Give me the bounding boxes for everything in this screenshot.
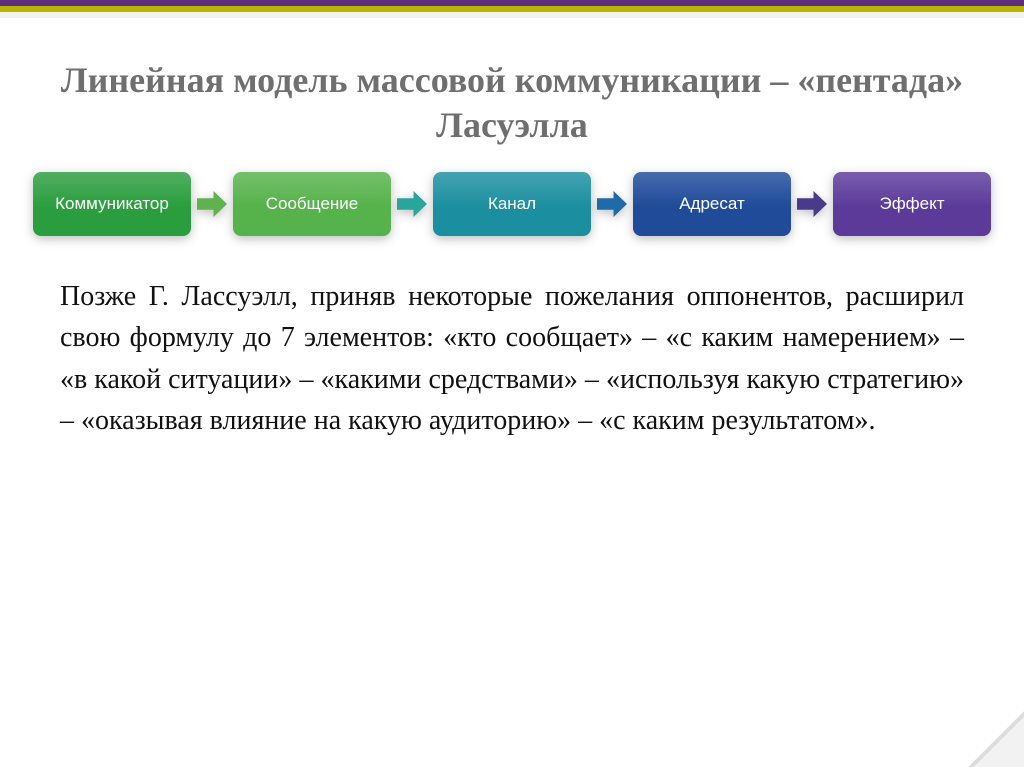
page-title: Линейная модель массовой коммуникации – …	[40, 58, 984, 148]
header-bar-3	[0, 12, 1024, 18]
flow-node: Сообщение	[233, 172, 391, 236]
flow-node-label: Коммуникатор	[55, 194, 169, 214]
flow-node: Канал	[433, 172, 591, 236]
flow-node: Коммуникатор	[33, 172, 191, 236]
arrow-right-icon	[597, 191, 627, 217]
flowchart: Коммуникатор Сообщение Канал Адресат Эффект	[30, 172, 994, 236]
flow-node-label: Адресат	[679, 194, 745, 214]
arrow-right-icon	[797, 191, 827, 217]
flow-node-label: Канал	[488, 194, 536, 214]
page-corner-fold	[968, 711, 1024, 767]
arrow-right-icon	[197, 191, 227, 217]
body-paragraph: Позже Г. Лассуэлл, приняв некоторые поже…	[60, 276, 964, 442]
arrow-right-icon	[397, 191, 427, 217]
flow-node-label: Сообщение	[266, 194, 359, 214]
flow-node-label: Эффект	[879, 194, 944, 214]
flow-node: Эффект	[833, 172, 991, 236]
flow-node: Адресат	[633, 172, 791, 236]
header-bars	[0, 0, 1024, 20]
